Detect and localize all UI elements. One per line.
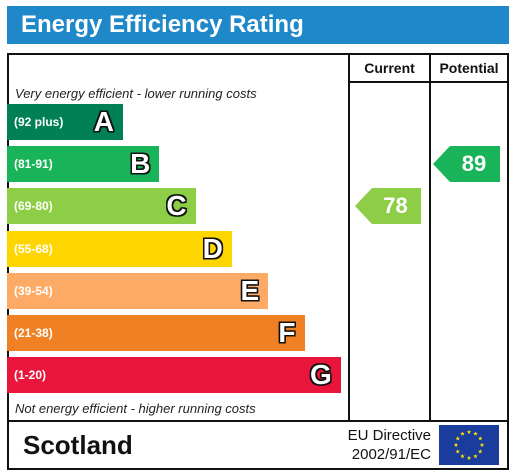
directive-text: EU Directive 2002/91/EC <box>348 426 431 464</box>
band-letter: C <box>166 190 187 222</box>
potential-column-divider <box>429 55 431 420</box>
eu-star-icon <box>479 442 485 447</box>
band-letter: D <box>202 232 223 264</box>
band-g: (1-20) G <box>7 357 341 394</box>
directive-line-1: EU Directive <box>347 427 431 444</box>
current-column-divider <box>348 55 350 420</box>
eu-star-icon <box>466 429 472 434</box>
eu-star-icon <box>455 449 461 454</box>
eu-star-icon <box>473 453 478 459</box>
band-letter: F <box>278 317 296 348</box>
eu-star-icon <box>466 455 472 460</box>
band-letter: E <box>240 274 260 306</box>
eu-star-icon <box>477 436 483 441</box>
band-range-label: (21-38) <box>14 326 53 340</box>
directive-line-2: 2002/91/EC <box>351 446 431 463</box>
eu-flag-icon <box>439 425 499 465</box>
footer: Scotland EU Directive 2002/91/EC <box>7 422 509 470</box>
band-b: (81-91) B <box>7 146 160 183</box>
eu-star-icon <box>473 431 478 436</box>
eu-star-icon <box>460 453 465 459</box>
band-f: (21-38) F <box>7 315 305 351</box>
current-rating-value: 78 <box>383 193 408 219</box>
band-e: (39-54) E <box>7 272 269 309</box>
current-column-header: Current <box>364 60 415 76</box>
band-range-label: (55-68) <box>14 241 53 256</box>
band-c: (69-80) C <box>7 188 196 225</box>
region-label: Scotland <box>23 430 133 460</box>
potential-rating-value: 89 <box>461 151 487 177</box>
current-rating-arrow: 78 <box>355 188 421 225</box>
chart-title: Energy Efficiency Rating <box>7 6 509 44</box>
potential-rating-arrow: 89 <box>433 146 500 183</box>
band-a: (92 plus) A <box>7 104 123 140</box>
band-letter: G <box>310 359 332 391</box>
header-divider <box>348 81 507 83</box>
eu-star-icon <box>453 442 459 447</box>
band-range-label: (69-80) <box>14 199 53 214</box>
potential-column-header: Potential <box>439 60 499 76</box>
bottom-note: Not energy efficient - higher running co… <box>15 401 256 416</box>
eu-star-icon <box>455 436 461 441</box>
eu-star-icon <box>477 449 483 454</box>
band-range-label: (39-54) <box>14 283 53 298</box>
band-letter: B <box>130 148 151 180</box>
band-range-label: (81-91) <box>14 157 53 172</box>
band-letter: A <box>93 106 114 137</box>
band-range-label: (1-20) <box>14 368 47 383</box>
band-d: (55-68) D <box>7 230 232 267</box>
top-note: Very energy efficient - lower running co… <box>15 86 257 101</box>
band-range-label: (92 plus) <box>14 115 64 129</box>
eu-star-icon <box>460 431 465 436</box>
